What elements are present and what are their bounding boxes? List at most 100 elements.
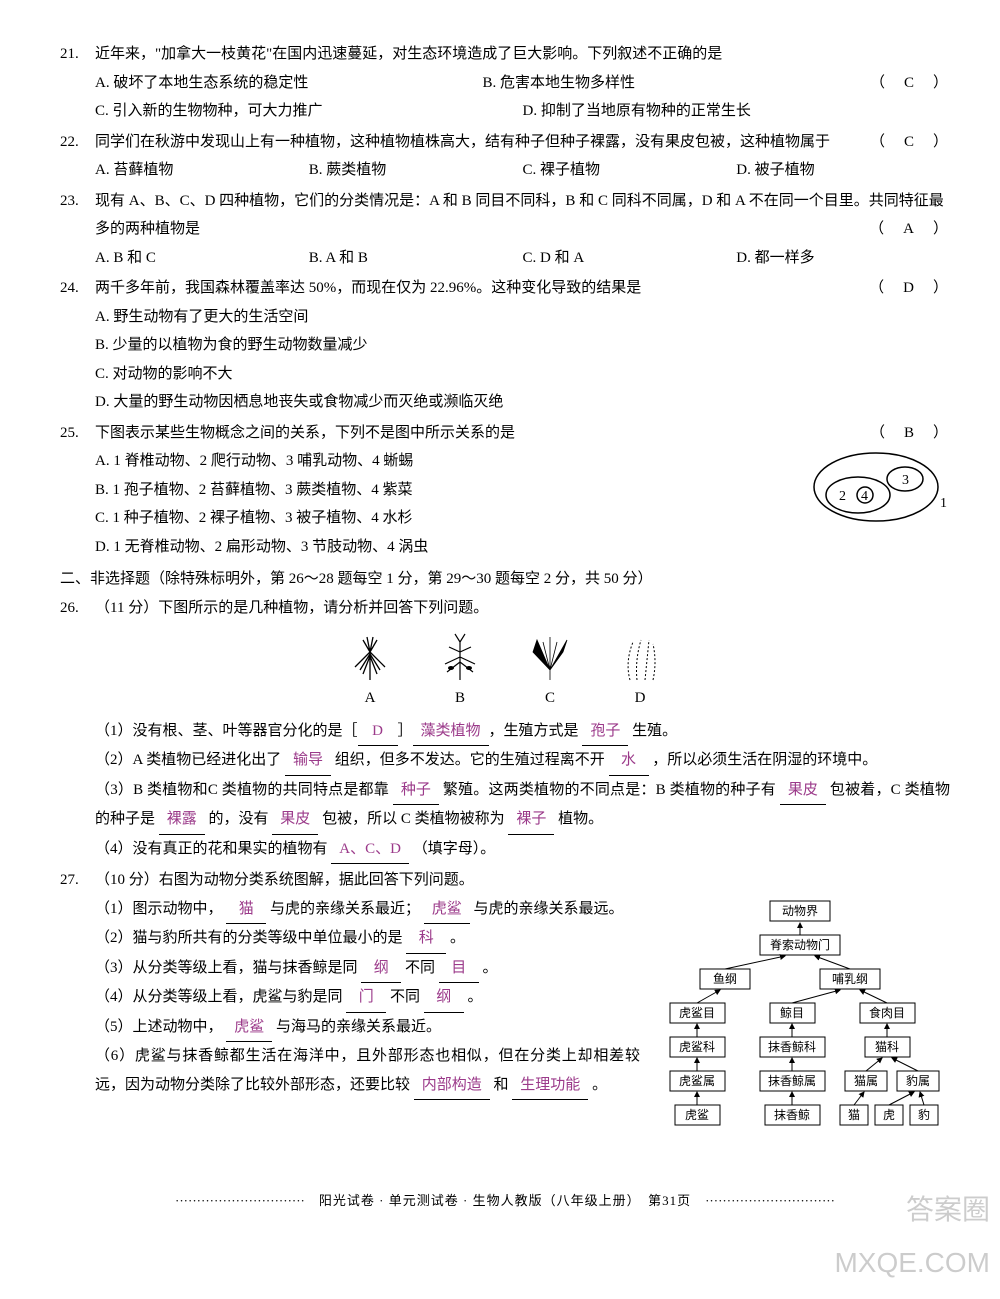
q22-opt-d: D. 被子植物 xyxy=(736,156,950,185)
venn-2: 2 xyxy=(839,489,846,504)
q21-num: 21. xyxy=(60,40,95,69)
q21-opt-b: B. 危害本地生物多样性 xyxy=(482,69,869,98)
page-footer: ······························ 阳光试卷 · 单元… xyxy=(60,1189,950,1214)
question-23: 23. 现有 A、B、C、D 四种植物，它们的分类情况是：A 和 B 同目不同科… xyxy=(60,187,950,273)
q23-answer: （ A ） xyxy=(869,215,950,244)
q26-sub1: （1）没有根、茎、叶等器官分化的是［D］藻类植物，生殖方式是 孢子 生殖。 xyxy=(60,717,950,747)
q24-opt-c: C. 对动物的影响不大 xyxy=(60,360,950,389)
question-24: 24. 两千多年前，我国森林覆盖率达 50%，而现在仅为 22.96%。这种变化… xyxy=(60,274,950,417)
svg-text:抹香鲸科: 抹香鲸科 xyxy=(768,1039,816,1054)
q26-sub4-ans1: A、C、D xyxy=(331,835,409,865)
q25-stem: 下图表示某些生物概念之间的关系，下列不是图中所示关系的是（ B ） xyxy=(95,419,950,448)
q26-sub3-ans3: 裸露 xyxy=(159,805,205,835)
svg-text:动物界: 动物界 xyxy=(782,904,818,918)
venn-4: 4 xyxy=(861,489,868,504)
q22-opt-a: A. 苔藓植物 xyxy=(95,156,309,185)
q25-opt-d: D. 1 无脊椎动物、2 扁形动物、3 节肢动物、4 涡虫 xyxy=(60,533,950,562)
q26-sub3-ans5: 裸子 xyxy=(508,805,554,835)
q27-sub5-ans1: 虎鲨 xyxy=(226,1013,272,1043)
q21-stem: 近年来，"加拿大一枝黄花"在国内迅速蔓延，对生态环境造成了巨大影响。下列叙述不正… xyxy=(95,40,950,69)
q27-sub6-ans1: 内部构造 xyxy=(414,1071,490,1101)
q27-sub1-ans1: 猫 xyxy=(226,895,266,925)
q26-sub2-ans1: 输导 xyxy=(285,746,331,776)
q23-opt-c: C. D 和 A xyxy=(523,244,737,273)
q27-sub2-ans1: 科 xyxy=(406,924,446,954)
q26-sub1-ans2: 藻类植物 xyxy=(413,717,489,747)
question-26: 26. （11 分）下图所示的是几种植物，请分析并回答下列问题。 A B C D… xyxy=(60,594,950,865)
question-27: 27. （10 分）右图为动物分类系统图解，据此回答下列问题。 动物界 脊索动物… xyxy=(60,866,950,1169)
svg-text:豹: 豹 xyxy=(918,1107,930,1122)
svg-text:食肉目: 食肉目 xyxy=(869,1005,905,1020)
svg-text:虎鲨: 虎鲨 xyxy=(685,1108,709,1122)
question-22: 22. 同学们在秋游中发现山上有一种植物，这种植物植株高大，结有种子但种子裸露，… xyxy=(60,128,950,185)
q24-opt-a: A. 野生动物有了更大的生活空间 xyxy=(60,303,950,332)
q24-opt-d: D. 大量的野生动物因栖息地丧失或食物减少而灭绝或濒临灭绝 xyxy=(60,388,950,417)
q26-stem: （11 分）下图所示的是几种植物，请分析并回答下列问题。 xyxy=(95,594,950,623)
q27-stem: （10 分）右图为动物分类系统图解，据此回答下列问题。 xyxy=(95,866,950,895)
q21-answer: （ C ） xyxy=(870,69,950,98)
q23-num: 23. xyxy=(60,187,95,244)
q21-opt-a: A. 破坏了本地生态系统的稳定性 xyxy=(95,69,482,98)
q23-opt-b: B. A 和 B xyxy=(309,244,523,273)
venn-1: 1 xyxy=(940,496,947,511)
q23-stem: 现有 A、B、C、D 四种植物，它们的分类情况是：A 和 B 同目不同科，B 和… xyxy=(95,187,950,244)
svg-text:鱼纲: 鱼纲 xyxy=(713,972,737,986)
plant-figures: A B C D xyxy=(60,632,950,713)
q27-sub4-ans1: 门 xyxy=(346,983,386,1013)
q22-stem: 同学们在秋游中发现山上有一种植物，这种植物植株高大，结有种子但种子裸露，没有果皮… xyxy=(95,128,950,157)
q22-opt-c: C. 裸子植物 xyxy=(523,156,737,185)
q21-opt-d: D. 抑制了当地原有物种的正常生长 xyxy=(523,97,951,126)
q21-opt-c: C. 引入新的生物物种，可大力推广 xyxy=(95,97,523,126)
q27-sub6-ans2: 生理功能 xyxy=(512,1071,588,1101)
q27-sub3-ans2: 目 xyxy=(439,954,479,984)
svg-text:哺乳纲: 哺乳纲 xyxy=(832,972,868,986)
svg-text:抹香鲸属: 抹香鲸属 xyxy=(768,1073,816,1088)
q27-num: 27. xyxy=(60,866,95,895)
q26-sub1-ans1: D xyxy=(358,717,398,747)
svg-text:豹属: 豹属 xyxy=(906,1073,930,1088)
q22-opt-b: B. 蕨类植物 xyxy=(309,156,523,185)
svg-text:虎鲨科: 虎鲨科 xyxy=(679,1040,715,1054)
q24-stem: 两千多年前，我国森林覆盖率达 50%，而现在仅为 22.96%。这种变化导致的结… xyxy=(95,274,950,303)
q22-num: 22. xyxy=(60,128,95,157)
question-21: 21. 近年来，"加拿大一枝黄花"在国内迅速蔓延，对生态环境造成了巨大影响。下列… xyxy=(60,40,950,126)
q27-sub3-ans1: 纲 xyxy=(361,954,401,984)
q27-sub4-ans2: 纲 xyxy=(424,983,464,1013)
q24-opt-b: B. 少量的以植物为食的野生动物数量减少 xyxy=(60,331,950,360)
svg-text:猫属: 猫属 xyxy=(854,1074,878,1088)
svg-text:虎鲨属: 虎鲨属 xyxy=(679,1074,715,1088)
svg-text:脊索动物门: 脊索动物门 xyxy=(770,937,830,952)
venn-diagram: 1 2 3 4 xyxy=(810,447,950,527)
svg-text:虎鲨目: 虎鲨目 xyxy=(679,1006,715,1020)
plant-c-icon: C xyxy=(520,632,580,713)
q23-opt-d: D. 都一样多 xyxy=(736,244,950,273)
taxonomy-tree: 动物界 脊索动物门 鱼纲 哺乳纲 虎鲨目 鲸目 食肉目 虎鲨科 抹香鲸科 猫科 … xyxy=(650,899,950,1170)
q26-sub1-ans3: 孢子 xyxy=(582,717,628,747)
q25-num: 25. xyxy=(60,419,95,448)
q23-opt-a: A. B 和 C xyxy=(95,244,309,273)
q26-sub3: （3）B 类植物和C 类植物的共同特点是都靠 种子 繁殖。这两类植物的不同点是：… xyxy=(60,776,950,835)
q26-sub3-ans4: 果皮 xyxy=(272,805,318,835)
plant-b-icon: B xyxy=(430,632,490,713)
section-2-header: 二、非选择题（除特殊标明外，第 26～28 题每空 1 分，第 29～30 题每… xyxy=(60,565,950,594)
q26-sub2-ans2: 水 xyxy=(609,746,649,776)
svg-text:虎: 虎 xyxy=(883,1108,895,1122)
venn-3: 3 xyxy=(902,473,909,488)
plant-a-icon: A xyxy=(340,632,400,713)
plant-d-icon: D xyxy=(610,632,670,713)
q26-num: 26. xyxy=(60,594,95,623)
q24-answer: （ D ） xyxy=(869,274,950,303)
q26-sub2: （2）A 类植物已经进化出了 输导 组织，但多不发达。它的生殖过程离不开 水 ，… xyxy=(60,746,950,776)
svg-text:鲸目: 鲸目 xyxy=(780,1005,804,1020)
svg-text:抹香鲸: 抹香鲸 xyxy=(774,1107,810,1122)
q27-sub1-ans2: 虎鲨 xyxy=(424,895,470,925)
q26-sub3-ans1: 种子 xyxy=(393,776,439,806)
q25-answer: （ B ） xyxy=(870,419,950,448)
q24-num: 24. xyxy=(60,274,95,303)
q26-sub4: （4）没有真正的花和果实的植物有 A、C、D （填字母）。 xyxy=(60,835,950,865)
svg-text:猫: 猫 xyxy=(848,1108,860,1122)
q22-answer: （ C ） xyxy=(870,128,950,157)
question-25: 25. 下图表示某些生物概念之间的关系，下列不是图中所示关系的是（ B ） 1 … xyxy=(60,419,950,562)
svg-text:猫科: 猫科 xyxy=(875,1040,899,1054)
q26-sub3-ans2: 果皮 xyxy=(780,776,826,806)
